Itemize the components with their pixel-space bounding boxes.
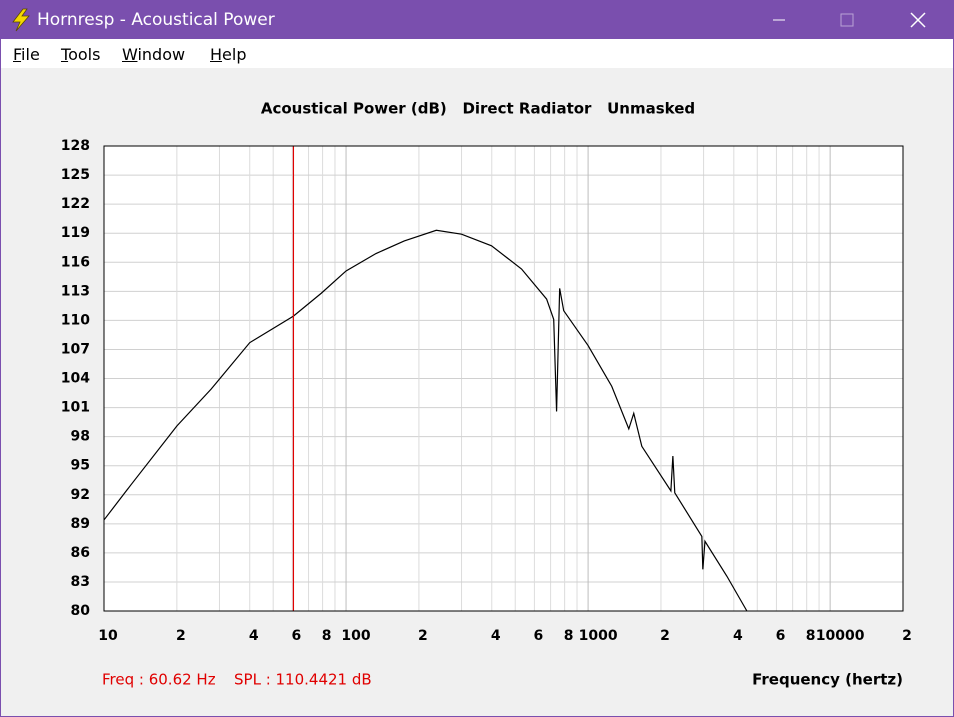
menu-item[interactable]: File bbox=[13, 45, 40, 64]
data-line bbox=[103, 229, 748, 612]
x-tick-label: 2 bbox=[418, 628, 428, 644]
x-tick-label: 6 bbox=[776, 628, 786, 644]
x-tick-label: 6 bbox=[534, 628, 544, 644]
x-tick-label: 8 bbox=[806, 628, 816, 644]
x-tick-label: 4 bbox=[733, 628, 743, 644]
menu-item[interactable]: Window bbox=[122, 45, 186, 64]
menu-item[interactable]: Help bbox=[210, 45, 247, 64]
x-tick-label: 4 bbox=[249, 628, 259, 644]
cursor-frequency: Freq : 60.62 Hz bbox=[102, 671, 216, 689]
menu-item[interactable]: Tools bbox=[61, 45, 101, 64]
cursor-level: SPL : 110.4421 dB bbox=[234, 671, 372, 689]
y-tick-label: 110 bbox=[61, 312, 90, 328]
x-axis-label: Frequency (hertz) bbox=[752, 671, 903, 689]
maximize-button[interactable] bbox=[840, 13, 854, 27]
y-tick-label: 92 bbox=[71, 487, 90, 503]
y-tick-label: 80 bbox=[71, 603, 91, 619]
y-tick-label: 89 bbox=[71, 516, 90, 532]
y-tick-label: 95 bbox=[71, 458, 90, 474]
x-tick-label: 2 bbox=[176, 628, 186, 644]
x-tick-label: 10000 bbox=[816, 628, 865, 644]
x-tick-label: 100 bbox=[341, 628, 370, 644]
y-tick-label: 119 bbox=[61, 225, 90, 241]
title-bar: Hornresp - Acoustical Power bbox=[1, 1, 953, 39]
window-controls bbox=[773, 12, 926, 28]
close-button[interactable] bbox=[910, 12, 926, 28]
chart: Acoustical Power (dB) Direct Radiator Un… bbox=[61, 100, 912, 689]
y-tick-label: 125 bbox=[61, 167, 90, 183]
x-tick-label: 8 bbox=[564, 628, 574, 644]
x-tick-label: 2 bbox=[902, 628, 912, 644]
menu-bar: File Tools Window Help bbox=[1, 39, 953, 68]
y-tick-label: 122 bbox=[61, 196, 90, 212]
y-tick-label: 98 bbox=[71, 429, 90, 445]
y-tick-label: 113 bbox=[61, 283, 90, 299]
app-icon bbox=[12, 8, 30, 32]
x-tick-label: 8 bbox=[322, 628, 332, 644]
x-tick-label: 1000 bbox=[579, 628, 618, 644]
y-tick-label: 128 bbox=[61, 138, 90, 154]
x-tick-label: 10 bbox=[98, 628, 118, 644]
y-tick-label: 116 bbox=[61, 254, 90, 270]
x-tick-label: 6 bbox=[291, 628, 301, 644]
plot-border bbox=[103, 145, 904, 612]
y-tick-label: 101 bbox=[61, 400, 90, 416]
chart-title: Acoustical Power (dB) Direct Radiator Un… bbox=[261, 100, 695, 118]
y-tick-label: 86 bbox=[71, 545, 90, 561]
y-tick-label: 104 bbox=[61, 371, 90, 387]
x-tick-label: 4 bbox=[491, 628, 501, 644]
window-title: Hornresp - Acoustical Power bbox=[37, 10, 275, 30]
x-tick-label: 2 bbox=[660, 628, 670, 644]
y-tick-label: 83 bbox=[71, 574, 90, 590]
y-tick-label: 107 bbox=[61, 341, 90, 357]
